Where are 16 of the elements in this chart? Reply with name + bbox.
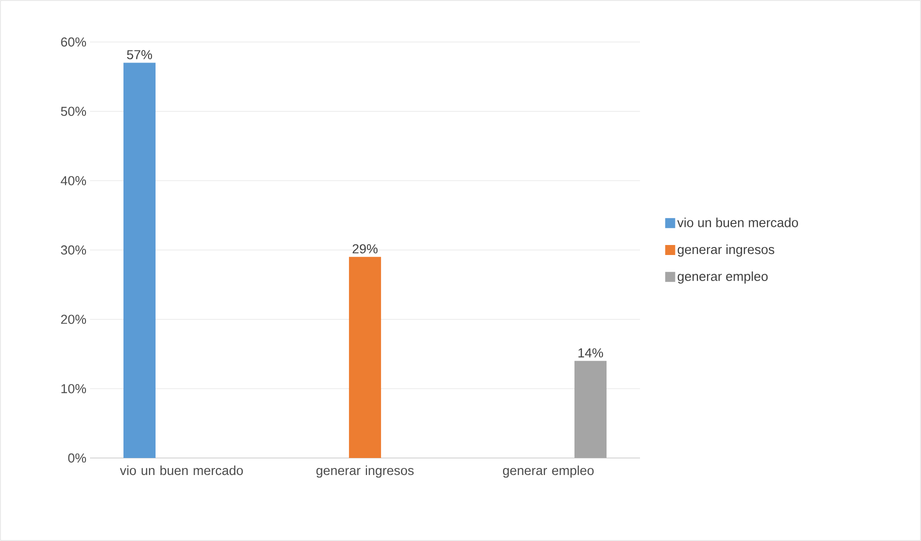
data-label: 29% (352, 244, 378, 254)
y-tick-label: 10% (61, 384, 86, 394)
y-tick-label: 50% (60, 106, 86, 116)
y-tick-label: 40% (60, 176, 86, 186)
x-tick-label: generar empleo (502, 466, 594, 478)
x-tick-label: generar ingresos (316, 466, 414, 478)
y-tick-label: 30% (60, 245, 86, 255)
legend-label: vio un buen mercado (677, 218, 798, 228)
y-tick-label: 60% (61, 37, 86, 47)
y-tick-label: 0% (68, 453, 86, 463)
x-tick-label: vio un buen mercado (120, 466, 243, 476)
data-label: 14% (578, 348, 604, 358)
data-label: 57% (127, 50, 152, 60)
legend-label: generar ingresos (678, 244, 774, 257)
legend-label: generar empleo (678, 271, 768, 284)
y-tick-label: 20% (61, 314, 86, 324)
